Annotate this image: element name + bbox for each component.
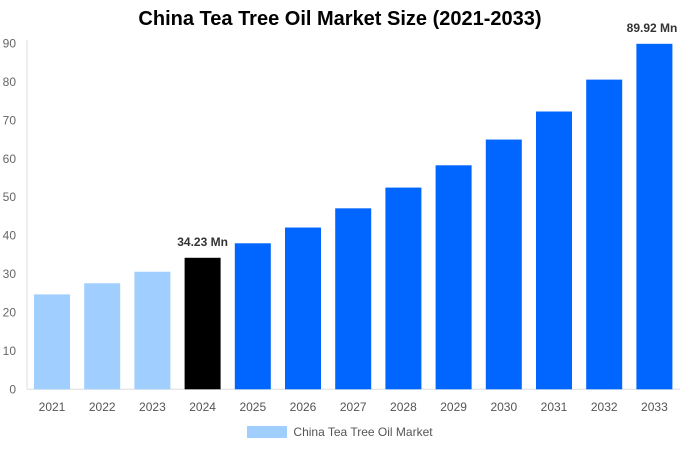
bar-2029	[435, 165, 472, 390]
bar-2023	[134, 271, 171, 390]
x-tick-label: 2030	[490, 400, 517, 414]
y-tick-label: 50	[3, 190, 17, 204]
x-tick-label: 2025	[239, 400, 266, 414]
bar-2030	[485, 139, 522, 390]
legend: China Tea Tree Oil Market	[0, 425, 680, 439]
x-tick-label: 2031	[541, 400, 568, 414]
bar-2022	[84, 283, 121, 390]
x-tick-label: 2029	[440, 400, 467, 414]
bar-2021	[34, 294, 70, 390]
y-tick-label: 0	[9, 382, 16, 396]
bar-2028	[385, 187, 422, 390]
legend-swatch	[247, 426, 288, 438]
y-tick-label: 20	[3, 305, 17, 319]
bar-2024	[184, 257, 221, 390]
y-tick-label: 70	[3, 113, 17, 127]
y-tick-label: 10	[3, 344, 17, 358]
y-tick-label: 40	[3, 229, 17, 243]
y-tick-label: 60	[3, 152, 17, 166]
bar-2031	[536, 111, 572, 390]
bar-2027	[335, 208, 372, 390]
x-tick-label: 2026	[290, 400, 317, 414]
bar-2033	[636, 43, 673, 390]
chart-title: China Tea Tree Oil Market Size (2021-203…	[138, 8, 542, 30]
data-label: 89.92 Mn	[627, 21, 678, 35]
y-tick-label: 90	[3, 37, 17, 51]
y-tick-label: 80	[3, 75, 17, 89]
bar-2026	[285, 227, 321, 390]
x-tick-label: 2027	[340, 400, 367, 414]
x-tick-label: 2032	[591, 400, 618, 414]
x-tick-label: 2022	[89, 400, 116, 414]
x-tick-label: 2021	[39, 400, 66, 414]
bar-2025	[234, 243, 271, 390]
bar-2032	[586, 79, 623, 390]
x-tick-label: 2033	[641, 400, 668, 414]
y-tick-label: 30	[3, 267, 17, 281]
legend-label: China Tea Tree Oil Market	[293, 425, 433, 439]
x-tick-label: 2024	[189, 400, 216, 414]
x-tick-label: 2023	[139, 400, 166, 414]
data-label: 34.23 Mn	[177, 235, 228, 249]
x-tick-label: 2028	[390, 400, 417, 414]
